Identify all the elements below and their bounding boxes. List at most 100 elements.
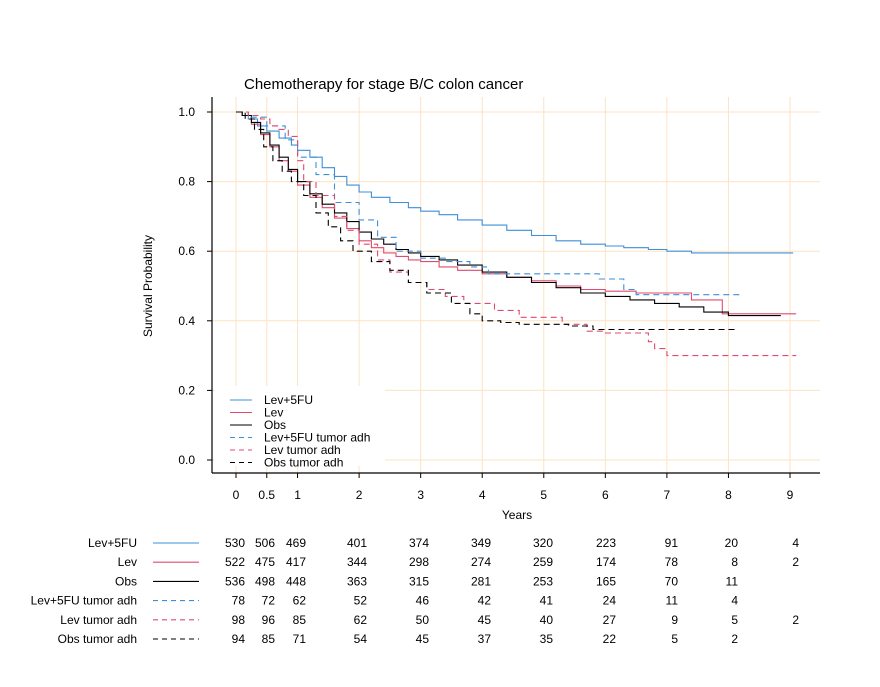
y-tick-label: 0.0 (178, 453, 195, 467)
series-layer (236, 111, 797, 357)
x-tick-label: 1 (294, 488, 301, 502)
legend-label: Lev+5FU tumor adh (264, 431, 370, 445)
risk-cell: 62 (354, 613, 368, 627)
risk-cell: 223 (596, 536, 616, 550)
risk-cell: 40 (540, 613, 554, 627)
risk-cell: 20 (725, 536, 739, 550)
risk-cell: 91 (665, 536, 679, 550)
risk-cell: 85 (293, 613, 307, 627)
risk-cell: 46 (416, 594, 430, 608)
risk-row-name: Lev+5FU (88, 536, 137, 550)
series-line (236, 111, 781, 317)
risk-cell: 165 (596, 574, 616, 588)
risk-cell: 417 (286, 555, 306, 569)
risk-cell: 281 (471, 574, 491, 588)
series-line (236, 111, 741, 296)
risk-cell: 72 (262, 594, 276, 608)
risk-cell: 498 (255, 574, 275, 588)
legend-label: Lev tumor adh (264, 443, 341, 457)
risk-cell: 2 (792, 613, 799, 627)
risk-cell: 298 (409, 555, 429, 569)
legend-label: Obs tumor adh (264, 456, 343, 470)
risk-cell: 24 (603, 594, 617, 608)
risk-cell: 2 (792, 555, 799, 569)
risk-cell: 536 (225, 574, 245, 588)
x-tick-label: 8 (725, 488, 732, 502)
x-tick-label: 7 (664, 488, 671, 502)
chart-title: Chemotherapy for stage B/C colon cancer (244, 76, 523, 93)
risk-cell: 78 (665, 555, 679, 569)
x-tick-label: 6 (602, 488, 609, 502)
x-tick-label: 3 (417, 488, 424, 502)
risk-row-name: Obs tumor adh (58, 632, 137, 646)
risk-cell: 37 (478, 632, 492, 646)
series-line (236, 111, 797, 357)
risk-cell: 253 (533, 574, 553, 588)
series-line (236, 111, 794, 254)
y-axis-label: Survival Probability (141, 235, 155, 337)
risk-cell: 45 (478, 613, 492, 627)
risk-cell: 22 (603, 632, 617, 646)
legend-label: Lev+5FU (264, 393, 313, 407)
risk-cell: 27 (603, 613, 617, 627)
risk-cell: 4 (731, 594, 738, 608)
risk-cell: 11 (726, 574, 739, 588)
x-axis-label: Years (502, 508, 532, 522)
risk-cell: 78 (232, 594, 246, 608)
risk-row-name: Lev+5FU tumor adh (31, 594, 137, 608)
risk-cell: 401 (347, 536, 367, 550)
risk-cell: 2 (731, 632, 738, 646)
legend-background (215, 386, 385, 466)
risk-cell: 259 (533, 555, 553, 569)
risk-cell: 4 (792, 536, 799, 550)
legend-label: Lev (264, 406, 283, 420)
risk-cell: 320 (533, 536, 553, 550)
risk-cell: 98 (232, 613, 246, 627)
risk-cell: 374 (409, 536, 429, 550)
risk-cell: 530 (225, 536, 245, 550)
x-tick-label: 0 (233, 488, 240, 502)
y-tick-label: 0.6 (178, 244, 195, 258)
legend-label: Obs (264, 418, 286, 432)
risk-cell: 62 (293, 594, 307, 608)
series-line (236, 111, 738, 331)
risk-cell: 70 (665, 574, 679, 588)
x-tick-label: 0.5 (258, 488, 275, 502)
risk-cell: 506 (255, 536, 275, 550)
risk-cell: 71 (293, 632, 307, 646)
y-tick-label: 0.4 (178, 314, 195, 328)
series-line (236, 111, 797, 315)
risk-cell: 448 (286, 574, 306, 588)
y-tick-label: 0.2 (178, 383, 195, 397)
risk-cell: 41 (540, 594, 554, 608)
risk-cell: 8 (731, 555, 738, 569)
risk-cell: 96 (262, 613, 276, 627)
risk-cell: 85 (262, 632, 276, 646)
risk-cell: 5 (671, 632, 678, 646)
risk-cell: 50 (416, 613, 430, 627)
risk-cell: 35 (540, 632, 554, 646)
risk-row-name: Obs (115, 574, 137, 588)
risk-cell: 54 (354, 632, 368, 646)
risk-cell: 174 (596, 555, 616, 569)
risk-cell: 94 (232, 632, 246, 646)
risk-cell: 45 (416, 632, 430, 646)
x-tick-label: 5 (540, 488, 547, 502)
x-tick-label: 4 (479, 488, 486, 502)
risk-cell: 344 (347, 555, 367, 569)
risk-cell: 349 (471, 536, 491, 550)
risk-cell: 42 (478, 594, 492, 608)
risk-row-name: Lev tumor adh (60, 613, 137, 627)
risk-row-name: Lev (118, 555, 137, 569)
axes: 0.0 0.2 0.4 0.6 0.8 1.0 0 0.5 1 2 3 4 5 6 7 8 9 (178, 97, 820, 502)
risk-cell: 52 (354, 594, 368, 608)
x-tick-label: 2 (356, 488, 363, 502)
risk-cell: 274 (471, 555, 491, 569)
y-tick-label: 0.8 (178, 175, 195, 189)
risk-cell: 315 (409, 574, 429, 588)
risk-cell: 9 (671, 613, 678, 627)
risk-cell: 475 (255, 555, 275, 569)
